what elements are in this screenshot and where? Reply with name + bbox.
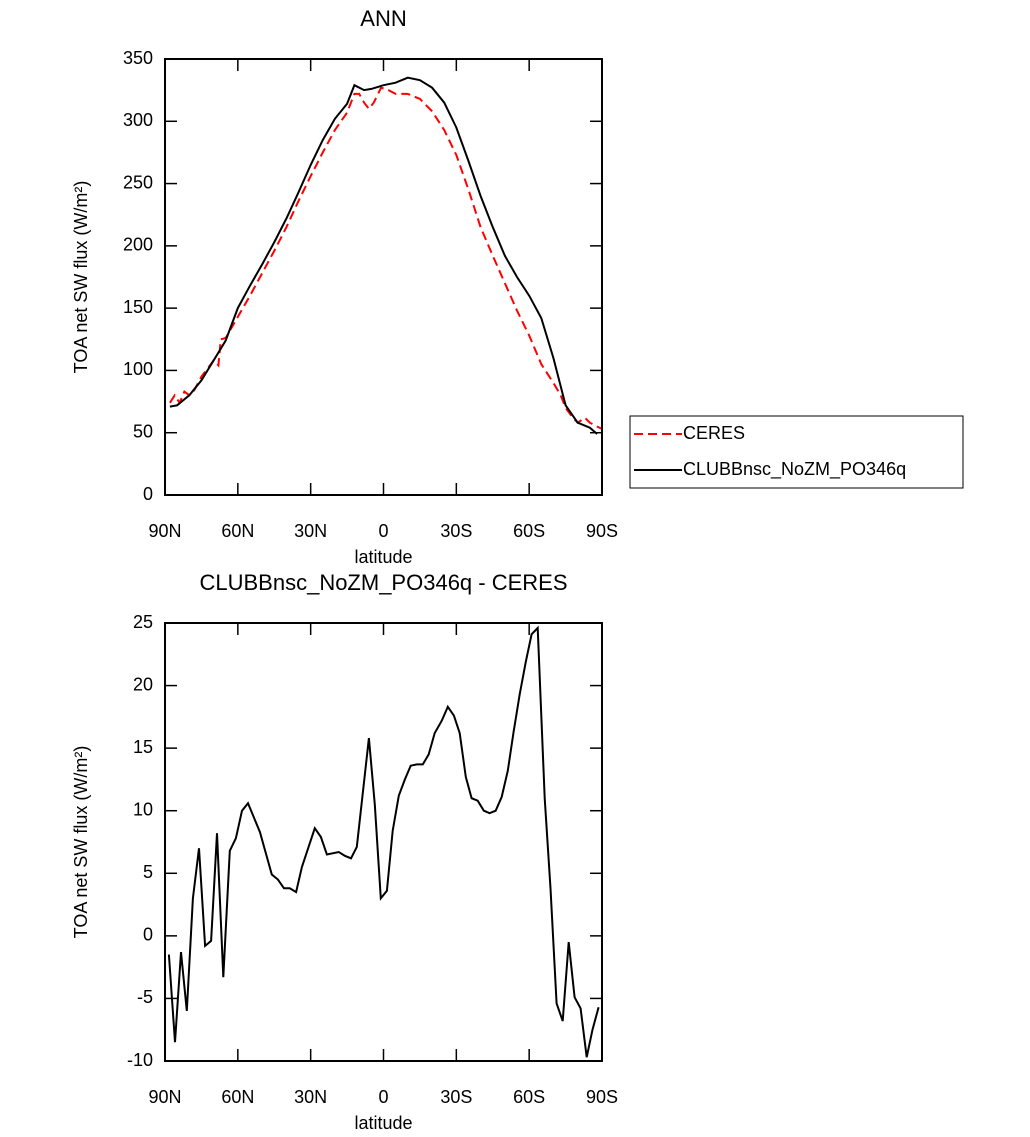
data-line <box>169 76 598 435</box>
x-tick-label: 90N <box>148 1087 181 1107</box>
x-tick-label: 60S <box>513 521 545 541</box>
x-tick-label: 30N <box>294 521 327 541</box>
x-tick-label: 90S <box>586 521 618 541</box>
y-tick-label: 250 <box>123 172 153 192</box>
plot-frame <box>164 58 603 496</box>
y-tick-label: 0 <box>143 925 153 945</box>
y-tick-label: 50 <box>133 421 153 441</box>
chart-title: ANN <box>360 6 406 31</box>
y-tick-label: 20 <box>133 674 153 694</box>
y-tick-label: 5 <box>143 862 153 882</box>
x-tick-label: 60N <box>221 1087 254 1107</box>
x-axis-label: latitude <box>354 547 412 567</box>
y-tick-label: 150 <box>123 297 153 317</box>
x-axis-label: latitude <box>354 1113 412 1133</box>
y-tick-label: 15 <box>133 737 153 757</box>
x-tick-label: 90N <box>148 521 181 541</box>
y-tick-label: -5 <box>137 987 153 1007</box>
x-tick-label: 0 <box>378 521 388 541</box>
x-tick-label: 0 <box>378 1087 388 1107</box>
data-line <box>169 86 603 430</box>
y-tick-label: 0 <box>143 484 153 504</box>
y-tick-label: 100 <box>123 359 153 379</box>
y-tick-label: -10 <box>127 1050 153 1070</box>
data-line <box>167 625 600 1058</box>
y-tick-label: 300 <box>123 110 153 130</box>
y-axis-label: TOA net SW flux (W/m²) <box>71 181 91 374</box>
plot-frame <box>164 622 603 1062</box>
x-tick-label: 60N <box>221 521 254 541</box>
y-tick-label: 25 <box>133 612 153 632</box>
legend-label: CERES <box>683 423 745 443</box>
y-tick-label: 200 <box>123 235 153 255</box>
chart-title: CLUBBnsc_NoZM_PO346q - CERES <box>199 570 567 595</box>
x-tick-label: 30N <box>294 1087 327 1107</box>
x-tick-label: 30S <box>440 521 472 541</box>
y-axis-label: TOA net SW flux (W/m²) <box>71 746 91 939</box>
legend-label: CLUBBnsc_NoZM_PO346q <box>683 459 906 480</box>
x-tick-label: 60S <box>513 1087 545 1107</box>
y-tick-label: 10 <box>133 799 153 819</box>
x-tick-label: 90S <box>586 1087 618 1107</box>
y-tick-label: 350 <box>123 48 153 68</box>
x-tick-label: 30S <box>440 1087 472 1107</box>
legend-box <box>629 415 964 489</box>
